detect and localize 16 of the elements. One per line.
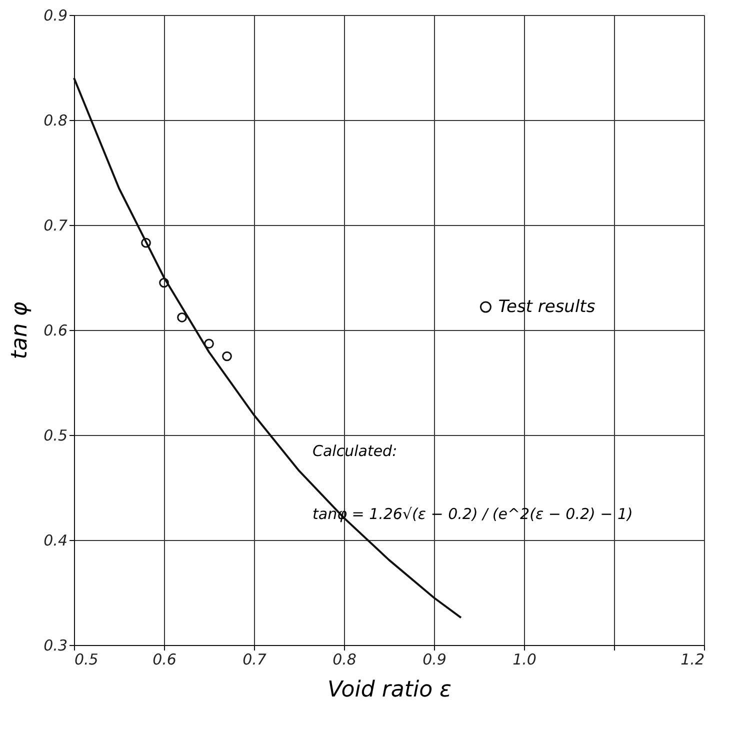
- x-tick-label: 0.6: [152, 650, 176, 668]
- x-tick-label: 1.2: [680, 650, 704, 668]
- y-tick-label: 0.5: [44, 426, 68, 444]
- y-tick-label: 0.8: [44, 112, 68, 130]
- y-tick-label: 0.4: [44, 532, 68, 550]
- y-tick-label: 0.9: [44, 6, 68, 24]
- x-axis-title: Void ratio ε: [328, 678, 452, 702]
- x-tick-label: 0.7: [242, 650, 267, 668]
- x-tick-label: 0.5: [74, 650, 98, 668]
- x-tick-label: 1.0: [512, 650, 536, 668]
- x-tick-label: 0.8: [332, 650, 356, 668]
- y-tick-label: 0.7: [44, 216, 68, 234]
- x-tick-label: 0.9: [422, 650, 446, 668]
- y-axis-title: tan φ: [8, 301, 33, 360]
- y-tick-label: 0.3: [44, 636, 68, 654]
- y-tick-label: 0.6: [44, 322, 68, 340]
